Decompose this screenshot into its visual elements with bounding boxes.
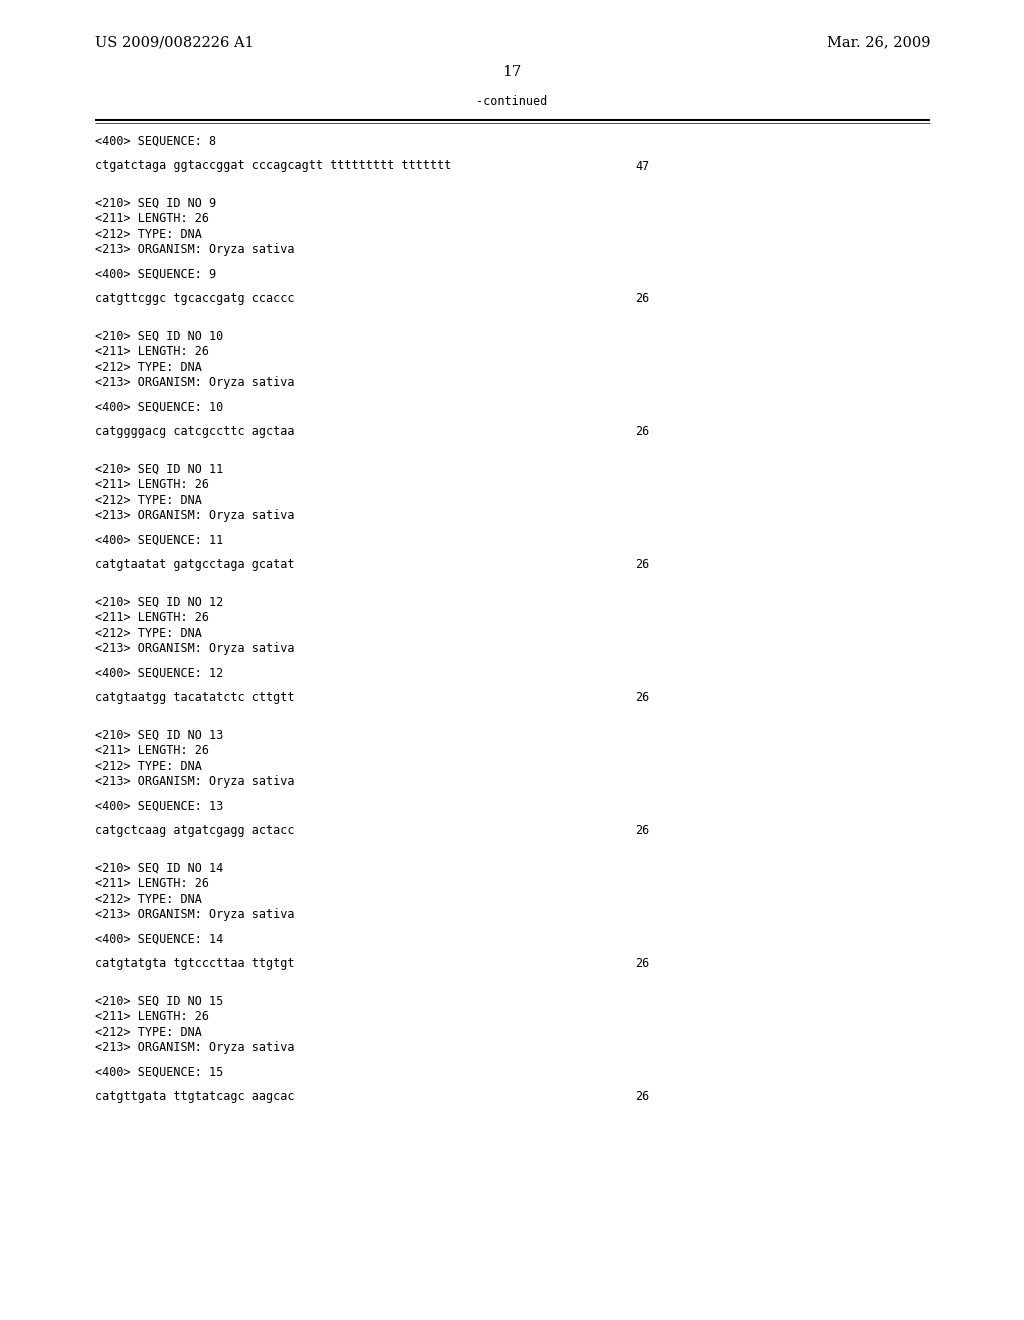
Text: <213> ORGANISM: Oryza sativa: <213> ORGANISM: Oryza sativa [95, 510, 295, 523]
Text: 26: 26 [635, 293, 649, 305]
Text: catgtaatat gatgcctaga gcatat: catgtaatat gatgcctaga gcatat [95, 558, 295, 572]
Text: <212> TYPE: DNA: <212> TYPE: DNA [95, 1026, 202, 1039]
Text: <400> SEQUENCE: 11: <400> SEQUENCE: 11 [95, 535, 223, 546]
Text: catgttgata ttgtatcagc aagcac: catgttgata ttgtatcagc aagcac [95, 1090, 295, 1104]
Text: <212> TYPE: DNA: <212> TYPE: DNA [95, 627, 202, 640]
Text: <211> LENGTH: 26: <211> LENGTH: 26 [95, 213, 209, 226]
Text: ctgatctaga ggtaccggat cccagcagtt ttttttttt ttttttt: ctgatctaga ggtaccggat cccagcagtt ttttttt… [95, 160, 452, 173]
Text: <210> SEQ ID NO 15: <210> SEQ ID NO 15 [95, 995, 223, 1008]
Text: US 2009/0082226 A1: US 2009/0082226 A1 [95, 36, 254, 49]
Text: <210> SEQ ID NO 12: <210> SEQ ID NO 12 [95, 597, 223, 609]
Text: catgtaatgg tacatatctc cttgtt: catgtaatgg tacatatctc cttgtt [95, 692, 295, 705]
Text: 47: 47 [635, 160, 649, 173]
Text: 26: 26 [635, 825, 649, 837]
Text: <400> SEQUENCE: 13: <400> SEQUENCE: 13 [95, 800, 223, 813]
Text: catgctcaag atgatcgagg actacc: catgctcaag atgatcgagg actacc [95, 825, 295, 837]
Text: <213> ORGANISM: Oryza sativa: <213> ORGANISM: Oryza sativa [95, 1041, 295, 1055]
Text: <210> SEQ ID NO 14: <210> SEQ ID NO 14 [95, 862, 223, 875]
Text: 26: 26 [635, 1090, 649, 1104]
Text: <210> SEQ ID NO 11: <210> SEQ ID NO 11 [95, 463, 223, 477]
Text: <400> SEQUENCE: 12: <400> SEQUENCE: 12 [95, 667, 223, 680]
Text: <213> ORGANISM: Oryza sativa: <213> ORGANISM: Oryza sativa [95, 243, 295, 256]
Text: <211> LENGTH: 26: <211> LENGTH: 26 [95, 346, 209, 359]
Text: <211> LENGTH: 26: <211> LENGTH: 26 [95, 611, 209, 624]
Text: <211> LENGTH: 26: <211> LENGTH: 26 [95, 878, 209, 891]
Text: Mar. 26, 2009: Mar. 26, 2009 [826, 36, 930, 49]
Text: <212> TYPE: DNA: <212> TYPE: DNA [95, 760, 202, 774]
Text: 26: 26 [635, 558, 649, 572]
Text: 26: 26 [635, 957, 649, 970]
Text: <210> SEQ ID NO 13: <210> SEQ ID NO 13 [95, 729, 223, 742]
Text: <212> TYPE: DNA: <212> TYPE: DNA [95, 228, 202, 242]
Text: catgttcggc tgcaccgatg ccaccc: catgttcggc tgcaccgatg ccaccc [95, 293, 295, 305]
Text: -continued: -continued [476, 95, 548, 108]
Text: <400> SEQUENCE: 14: <400> SEQUENCE: 14 [95, 933, 223, 946]
Text: 17: 17 [503, 65, 521, 79]
Text: 26: 26 [635, 425, 649, 438]
Text: catggggacg catcgccttc agctaa: catggggacg catcgccttc agctaa [95, 425, 295, 438]
Text: <211> LENGTH: 26: <211> LENGTH: 26 [95, 744, 209, 758]
Text: <212> TYPE: DNA: <212> TYPE: DNA [95, 360, 202, 374]
Text: <213> ORGANISM: Oryza sativa: <213> ORGANISM: Oryza sativa [95, 775, 295, 788]
Text: <213> ORGANISM: Oryza sativa: <213> ORGANISM: Oryza sativa [95, 376, 295, 389]
Text: <400> SEQUENCE: 15: <400> SEQUENCE: 15 [95, 1067, 223, 1078]
Text: <213> ORGANISM: Oryza sativa: <213> ORGANISM: Oryza sativa [95, 643, 295, 656]
Text: <211> LENGTH: 26: <211> LENGTH: 26 [95, 478, 209, 491]
Text: <210> SEQ ID NO 10: <210> SEQ ID NO 10 [95, 330, 223, 343]
Text: <212> TYPE: DNA: <212> TYPE: DNA [95, 894, 202, 906]
Text: <213> ORGANISM: Oryza sativa: <213> ORGANISM: Oryza sativa [95, 908, 295, 921]
Text: <212> TYPE: DNA: <212> TYPE: DNA [95, 494, 202, 507]
Text: 26: 26 [635, 692, 649, 705]
Text: catgtatgta tgtcccttaa ttgtgt: catgtatgta tgtcccttaa ttgtgt [95, 957, 295, 970]
Text: <400> SEQUENCE: 10: <400> SEQUENCE: 10 [95, 401, 223, 414]
Text: <400> SEQUENCE: 9: <400> SEQUENCE: 9 [95, 268, 216, 281]
Text: <210> SEQ ID NO 9: <210> SEQ ID NO 9 [95, 197, 216, 210]
Text: <400> SEQUENCE: 8: <400> SEQUENCE: 8 [95, 135, 216, 148]
Text: <211> LENGTH: 26: <211> LENGTH: 26 [95, 1011, 209, 1023]
